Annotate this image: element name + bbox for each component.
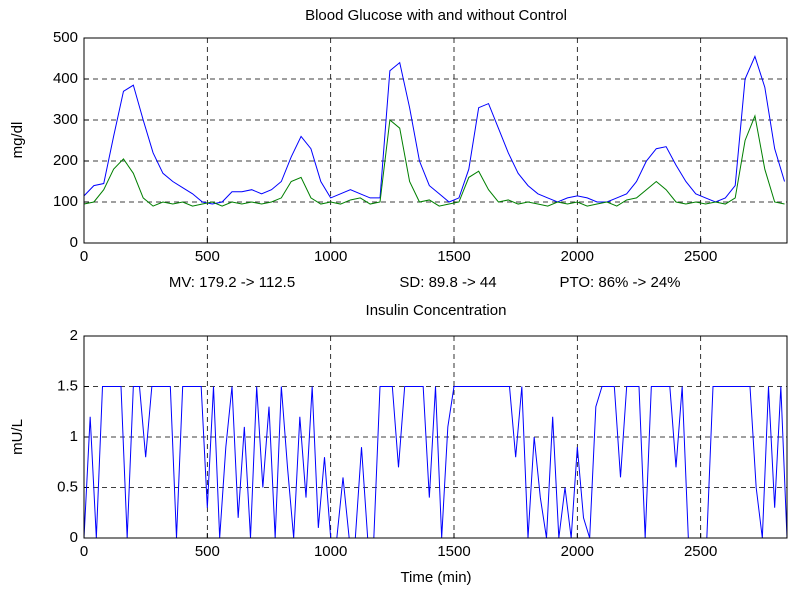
y-tick-label: 200 <box>53 152 78 169</box>
annotation: MV: 179.2 -> 112.5 <box>169 274 295 291</box>
y-tick-label: 1 <box>70 428 78 445</box>
annotation: PTO: 86% -> 24% <box>559 274 680 291</box>
chart-title: Blood Glucose with and without Control <box>305 7 567 24</box>
annotation: SD: 89.8 -> 44 <box>399 274 496 291</box>
x-tick-label: 1000 <box>314 248 347 265</box>
x-tick-label: 500 <box>195 543 220 560</box>
y-tick-label: 2 <box>70 327 78 344</box>
data-line <box>83 386 788 539</box>
x-tick-label: 1500 <box>437 543 470 560</box>
y-tick-label: 0.5 <box>57 478 78 495</box>
x-tick-label: 2500 <box>684 543 717 560</box>
x-tick-label: 2000 <box>561 248 594 265</box>
x-tick-label: 0 <box>80 543 88 560</box>
y-axis-label: mg/dl <box>9 122 26 159</box>
x-tick-label: 2000 <box>561 543 594 560</box>
x-tick-label: 500 <box>195 248 220 265</box>
data-line <box>83 55 786 205</box>
y-tick-label: 300 <box>53 111 78 128</box>
x-tick-label: 1500 <box>437 248 470 265</box>
y-tick-label: 0 <box>70 234 78 251</box>
y-tick-label: 400 <box>53 70 78 87</box>
y-tick-label: 500 <box>53 29 78 46</box>
x-tick-label: 1000 <box>314 543 347 560</box>
y-axis-label: mU/L <box>9 419 26 455</box>
x-tick-label: 0 <box>80 248 88 265</box>
data-line <box>83 114 785 207</box>
x-tick-label: 2500 <box>684 248 717 265</box>
x-axis-label: Time (min) <box>400 569 471 586</box>
y-tick-label: 0 <box>70 529 78 546</box>
y-tick-label: 100 <box>53 193 78 210</box>
axes-frame <box>83 335 788 539</box>
y-tick-label: 1.5 <box>57 377 78 394</box>
axes-frame <box>83 37 788 244</box>
chart-title: Insulin Concentration <box>366 302 507 319</box>
